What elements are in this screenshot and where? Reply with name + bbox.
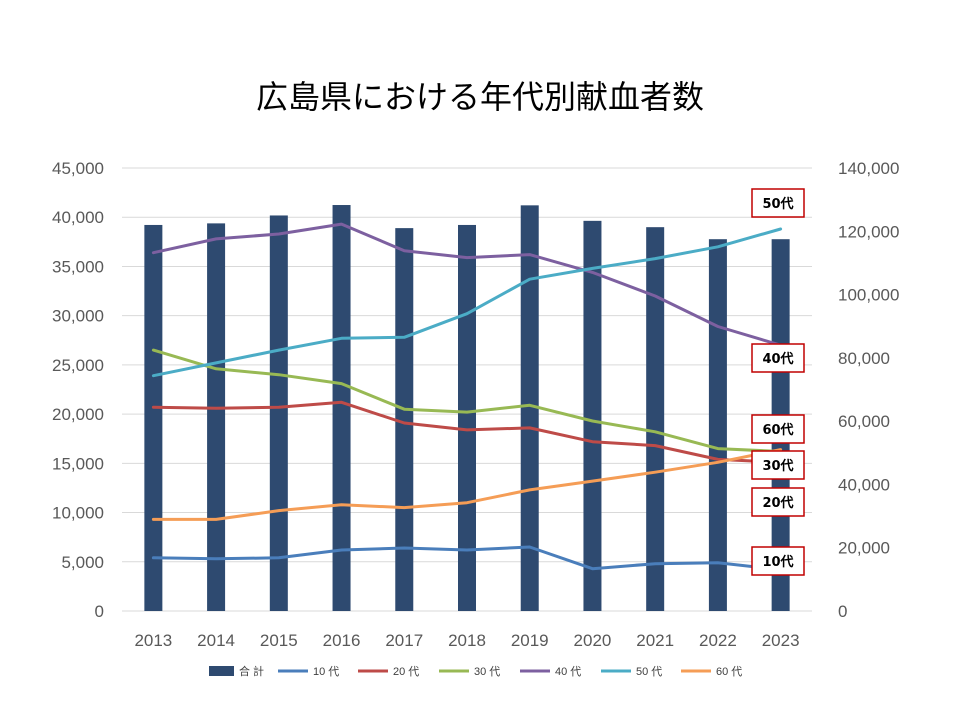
callout-label: 40代 xyxy=(762,351,793,367)
bar-total xyxy=(207,223,226,611)
callout-label: 50代 xyxy=(762,196,793,212)
line-series-6 xyxy=(151,448,783,521)
x-tick-label: 2018 xyxy=(448,631,486,650)
line-series-2 xyxy=(151,400,783,464)
bar-total xyxy=(458,224,476,611)
left-tick-label: 35,000 xyxy=(52,257,104,276)
bar-total xyxy=(332,205,351,611)
legend-label: 30 代 xyxy=(474,665,500,678)
legend-swatch xyxy=(209,666,234,676)
right-tick-label: 120,000 xyxy=(838,222,899,241)
callout-label: 20代 xyxy=(762,495,793,511)
bar-total xyxy=(583,220,602,611)
right-tick-label: 20,000 xyxy=(838,539,890,558)
x-axis-ticks: 2013 2014 2015 2016 2017 2018 2019 2020 2021 2022… xyxy=(134,631,799,650)
callout-box xyxy=(751,188,805,218)
x-tick-label: 2013 xyxy=(134,631,172,650)
legend-label: 50 代 xyxy=(636,665,662,678)
callout: 20代 xyxy=(751,487,805,517)
right-tick-label: 100,000 xyxy=(838,286,899,305)
x-tick-label: 2017 xyxy=(385,631,423,650)
bar-total xyxy=(395,228,414,611)
legend-item: 50 代 xyxy=(601,665,662,678)
x-tick-label: 2015 xyxy=(260,631,298,650)
bar-total xyxy=(646,227,665,611)
x-tick-label: 2014 xyxy=(197,631,235,650)
legend: 合 計 10 代 20 代 30 代 40 代 50 代 60 代 xyxy=(209,664,742,678)
line-series-3 xyxy=(151,348,783,453)
legend-item: 20 代 xyxy=(358,665,419,678)
callout: 40代 xyxy=(751,343,805,373)
legend-label: 10 代 xyxy=(313,665,339,678)
legend-item: 10 代 xyxy=(278,665,339,678)
callout-box xyxy=(751,450,805,480)
legend-label: 40 代 xyxy=(555,665,581,678)
x-tick-label: 2021 xyxy=(636,631,674,650)
callout: 10代 xyxy=(751,546,805,576)
callout: 30代 xyxy=(751,450,805,480)
legend-item: 60 代 xyxy=(681,665,742,678)
line-series-1 xyxy=(151,545,783,572)
right-tick-label: 140,000 xyxy=(838,159,899,178)
bar-total xyxy=(269,215,288,611)
callout-box xyxy=(751,546,805,576)
legend-item: 30 代 xyxy=(439,665,500,678)
series-callouts: 50代 40代 60代 30代 20代 10代 xyxy=(751,188,805,576)
right-tick-label: 80,000 xyxy=(838,349,890,368)
left-tick-label: 45,000 xyxy=(52,159,104,178)
chart-title: 広島県における年代別献血者数 xyxy=(255,78,704,116)
x-tick-label: 2016 xyxy=(323,631,361,650)
left-tick-label: 40,000 xyxy=(52,208,104,227)
callout-label: 60代 xyxy=(762,422,793,438)
left-tick-label: 15,000 xyxy=(52,454,104,473)
callout: 60代 xyxy=(751,414,805,444)
bar-total xyxy=(520,205,539,612)
callout-label: 10代 xyxy=(762,554,793,570)
callout: 50代 xyxy=(751,188,805,218)
legend-label: 合 計 xyxy=(239,664,264,678)
callout-box xyxy=(751,343,805,373)
legend-item: 40 代 xyxy=(520,665,581,678)
right-axis-ticks: 0 20,000 40,000 60,000 80,000 100,000 120,000 1… xyxy=(838,159,899,621)
right-tick-label: 60,000 xyxy=(838,412,890,431)
legend-label: 60 代 xyxy=(716,665,742,678)
callout-label: 30代 xyxy=(762,458,793,474)
right-tick-label: 40,000 xyxy=(838,475,890,494)
line-series-group xyxy=(151,222,783,572)
left-tick-label: 25,000 xyxy=(52,356,104,375)
left-tick-label: 5,000 xyxy=(61,553,104,572)
left-tick-label: 30,000 xyxy=(52,307,104,326)
legend-label: 20 代 xyxy=(393,665,419,678)
x-tick-label: 2022 xyxy=(699,631,737,650)
line-series-4 xyxy=(151,222,783,347)
left-tick-label: 10,000 xyxy=(52,504,104,523)
x-tick-label: 2020 xyxy=(574,631,612,650)
left-axis-ticks: 0 5,000 10,000 15,000 20,000 25,000 30,000 35,0… xyxy=(52,159,104,621)
left-tick-label: 20,000 xyxy=(52,405,104,424)
legend-item: 合 計 xyxy=(209,664,264,678)
callout-box xyxy=(751,414,805,444)
left-tick-label: 0 xyxy=(95,602,104,621)
x-tick-label: 2019 xyxy=(511,631,549,650)
bar-total xyxy=(708,239,727,612)
bar-total xyxy=(144,224,163,611)
callout-box xyxy=(751,487,805,517)
right-tick-label: 0 xyxy=(838,602,847,621)
x-tick-label: 2023 xyxy=(762,631,800,650)
line-series-5 xyxy=(151,227,783,378)
